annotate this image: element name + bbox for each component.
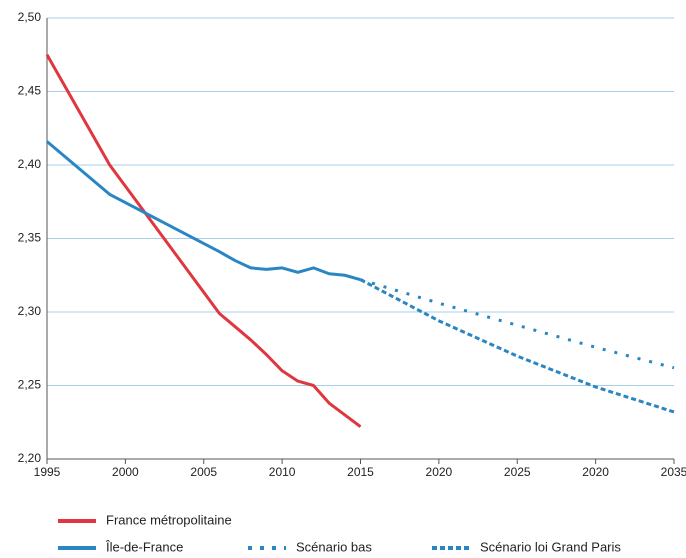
legend-label: Île-de-France <box>105 539 183 554</box>
x-tick-label: 2010 <box>269 465 296 479</box>
legend-label: Scénario loi Grand Paris <box>480 539 621 554</box>
y-tick-label: 2,30 <box>18 304 42 318</box>
y-tick-label: 2,45 <box>18 84 42 98</box>
y-tick-label: 2,25 <box>18 378 42 392</box>
x-tick-label: 2005 <box>190 465 217 479</box>
x-tick-label: 2035 <box>661 465 686 479</box>
series-line <box>45 54 362 428</box>
y-tick-label: 2,20 <box>18 451 42 465</box>
x-tick-label: 2020 <box>426 465 453 479</box>
legend-label: Scénario bas <box>296 539 372 554</box>
x-tick-label: 2015 <box>347 465 374 479</box>
y-tick-label: 2,40 <box>18 157 42 171</box>
x-tick-label: 1995 <box>34 465 61 479</box>
x-tick-label: 2020 <box>582 465 609 479</box>
x-tick-label: 2000 <box>112 465 139 479</box>
y-tick-label: 2,35 <box>18 231 42 245</box>
series-line <box>46 140 361 282</box>
series-line <box>360 278 675 370</box>
legend-label: France métropolitaine <box>106 512 232 527</box>
y-tick-label: 2,50 <box>18 10 42 24</box>
x-tick-label: 2025 <box>504 465 531 479</box>
series-line <box>359 278 675 414</box>
